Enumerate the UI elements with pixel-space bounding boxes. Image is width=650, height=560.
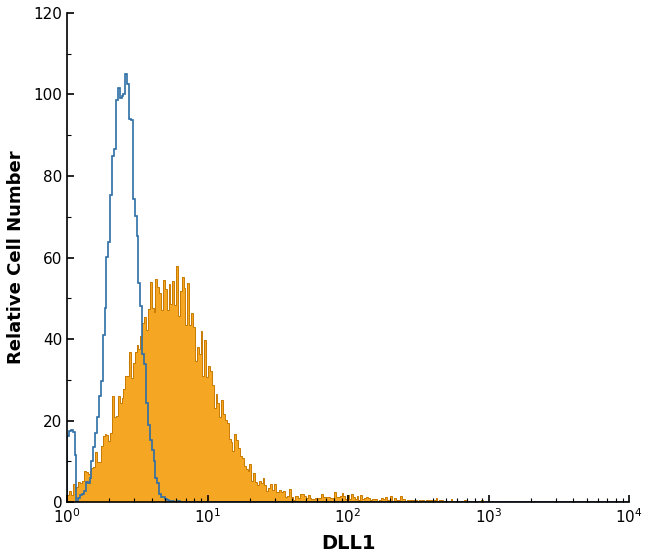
Y-axis label: Relative Cell Number: Relative Cell Number (7, 151, 25, 365)
X-axis label: DLL1: DLL1 (321, 534, 375, 553)
